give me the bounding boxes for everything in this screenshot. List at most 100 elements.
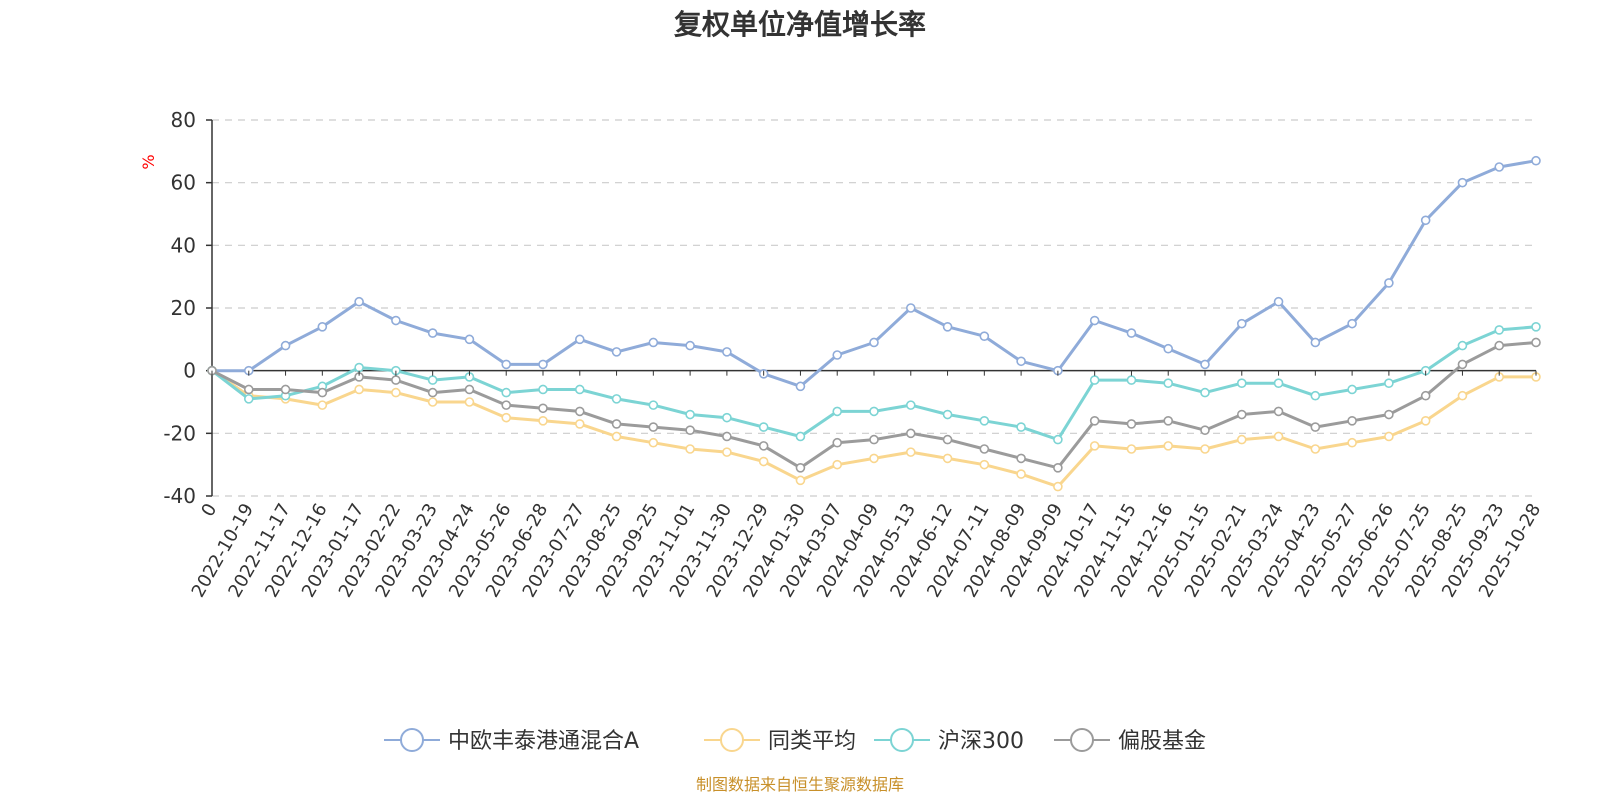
data-point — [1420, 415, 1431, 426]
series-line — [210, 369, 1538, 489]
data-point — [979, 331, 990, 342]
legend[interactable]: 中欧丰泰港通混合A 同类平均 沪深300 偏股基金 — [384, 728, 1206, 754]
data-point — [1310, 444, 1321, 454]
data-point — [501, 387, 512, 398]
legend-marker — [890, 728, 914, 752]
data-point — [685, 409, 695, 420]
legend-item[interactable]: 沪深300 — [874, 728, 1024, 754]
data-point — [869, 337, 879, 348]
data-point — [391, 315, 401, 326]
data-point — [1126, 328, 1137, 338]
data-point — [538, 415, 548, 426]
data-point — [243, 394, 254, 404]
y-tick-label: -40 — [163, 484, 196, 508]
legend-marker — [400, 728, 424, 752]
data-point — [758, 456, 769, 467]
data-point — [1347, 318, 1357, 329]
data-point — [1347, 384, 1357, 395]
data-point — [1420, 390, 1431, 401]
series-line — [210, 159, 1538, 388]
data-point — [1273, 406, 1284, 417]
series-line — [210, 341, 1538, 470]
data-point — [427, 397, 438, 407]
data-point — [1089, 315, 1100, 326]
data-point — [1273, 296, 1284, 307]
data-point — [1273, 431, 1284, 442]
data-point — [391, 387, 401, 398]
data-point — [1457, 340, 1468, 351]
legend-item[interactable]: 中欧丰泰港通混合A — [384, 728, 639, 754]
data-point — [1310, 337, 1321, 348]
data-point — [1420, 215, 1431, 226]
data-point — [869, 434, 879, 445]
data-point — [1126, 444, 1137, 454]
legend-item[interactable]: 同类平均 — [704, 728, 856, 754]
legend-label: 同类平均 — [768, 729, 856, 754]
data-point — [611, 419, 622, 429]
data-point — [611, 394, 622, 404]
data-point — [317, 387, 328, 398]
data-point — [1236, 409, 1247, 420]
data-point — [722, 447, 732, 457]
data-point — [1347, 437, 1357, 448]
data-point — [538, 403, 548, 414]
y-tick-label: 0 — [183, 359, 196, 383]
data-point — [1016, 469, 1026, 479]
legend-item[interactable]: 偏股基金 — [1054, 728, 1206, 754]
data-point — [942, 453, 953, 464]
data-point — [1053, 462, 1063, 473]
data-point — [427, 387, 438, 398]
legend-label: 沪深300 — [938, 729, 1024, 754]
data-point — [795, 462, 806, 473]
x-tick-labels: 02022-10-192022-11-172022-12-162023-01-1… — [188, 370, 1545, 601]
data-point — [1273, 378, 1284, 389]
data-point — [1200, 444, 1210, 454]
data-point — [1236, 378, 1247, 389]
data-point — [722, 412, 732, 423]
data-point — [1531, 155, 1541, 166]
data-point — [1236, 434, 1247, 445]
y-tick-label: 40 — [171, 233, 196, 257]
legend-marker — [720, 728, 744, 752]
data-point — [722, 347, 732, 357]
data-point — [1310, 390, 1321, 401]
data-point — [1126, 375, 1137, 385]
data-point — [1200, 425, 1210, 436]
data-point — [391, 375, 401, 385]
data-point — [942, 321, 953, 332]
data-point — [1200, 359, 1210, 370]
data-point — [1384, 278, 1394, 288]
data-point — [1531, 337, 1541, 348]
data-point — [1531, 321, 1541, 332]
data-point — [685, 340, 695, 351]
data-point — [574, 384, 585, 395]
data-point — [905, 428, 916, 439]
data-point — [832, 459, 843, 470]
data-point — [317, 321, 328, 332]
data-point — [464, 397, 475, 407]
data-point — [1163, 415, 1174, 426]
source-note: 制图数据来自恒生聚源数据库 — [696, 775, 904, 794]
data-point — [758, 441, 769, 451]
legend-label: 中欧丰泰港通混合A — [448, 729, 639, 754]
data-point — [795, 431, 806, 442]
data-point — [611, 347, 622, 357]
data-point — [501, 359, 512, 370]
data-point — [280, 384, 291, 395]
data-point — [979, 415, 990, 426]
data-point — [685, 425, 695, 436]
data-point — [427, 375, 438, 385]
data-point — [538, 384, 548, 395]
data-point — [905, 303, 916, 313]
data-point — [574, 419, 585, 429]
series-group — [207, 155, 1541, 392]
y-tick-label: 20 — [171, 296, 196, 320]
series-group — [207, 337, 1541, 473]
data-point — [648, 422, 659, 432]
data-point — [280, 340, 291, 351]
data-point — [685, 444, 695, 454]
data-point — [243, 384, 254, 395]
data-point — [648, 437, 659, 448]
data-point — [1126, 419, 1137, 429]
